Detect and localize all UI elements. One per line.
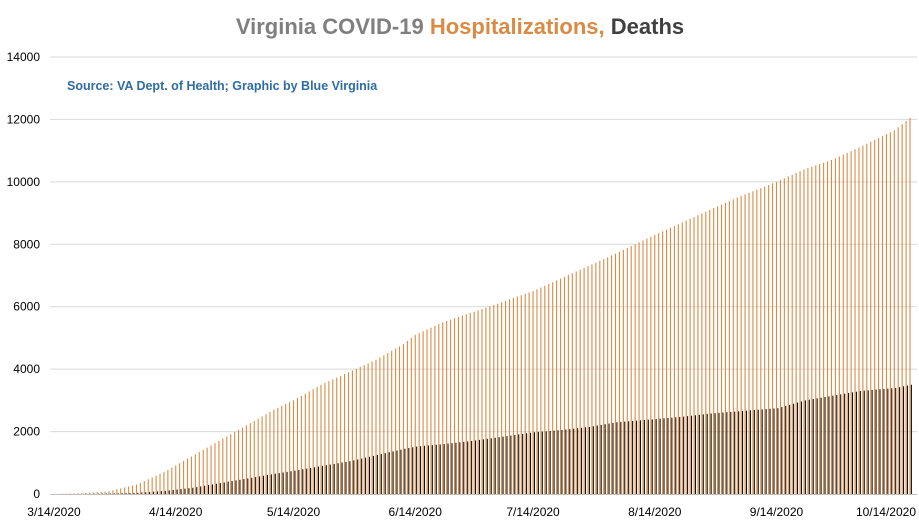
y-tick-label: 14000 xyxy=(7,50,41,64)
gridlines xyxy=(50,56,917,433)
x-tick-label: 10/14/2020 xyxy=(856,505,916,519)
x-tick-label: 5/14/2020 xyxy=(267,505,321,519)
x-axis-ticks: 3/14/2020 4/14/2020 5/14/2020 6/14/2020 7/14… xyxy=(27,505,916,519)
x-tick-label: 4/14/2020 xyxy=(149,505,203,519)
y-axis-ticks: 0 2000 4000 6000 8000 10000 12000 14000 xyxy=(7,50,41,501)
source-note: Source: VA Dept. of Health; Graphic by B… xyxy=(67,79,378,93)
x-tick-label: 6/14/2020 xyxy=(389,505,443,519)
y-tick-label: 6000 xyxy=(13,300,40,314)
title-part-hospitalizations: Hospitalizations, xyxy=(430,14,611,39)
y-tick-label: 2000 xyxy=(13,425,40,439)
x-tick-label: 3/14/2020 xyxy=(27,505,81,519)
x-tick-label: 9/14/2020 xyxy=(750,505,804,519)
chart-title: Virginia COVID-19 Hospitalizations, Deat… xyxy=(236,14,684,39)
y-tick-label: 4000 xyxy=(13,362,40,376)
y-tick-label: 12000 xyxy=(7,112,41,126)
y-tick-label: 10000 xyxy=(7,175,41,189)
y-tick-label: 8000 xyxy=(13,237,40,251)
title-part-deaths: Deaths xyxy=(611,14,684,39)
deaths-series xyxy=(58,384,912,494)
title-part-virginia: Virginia COVID-19 xyxy=(236,14,430,39)
y-tick-label: 0 xyxy=(33,487,40,501)
x-tick-label: 8/14/2020 xyxy=(628,505,682,519)
hospitalizations-series xyxy=(57,117,911,494)
x-tick-label: 7/14/2020 xyxy=(506,505,560,519)
